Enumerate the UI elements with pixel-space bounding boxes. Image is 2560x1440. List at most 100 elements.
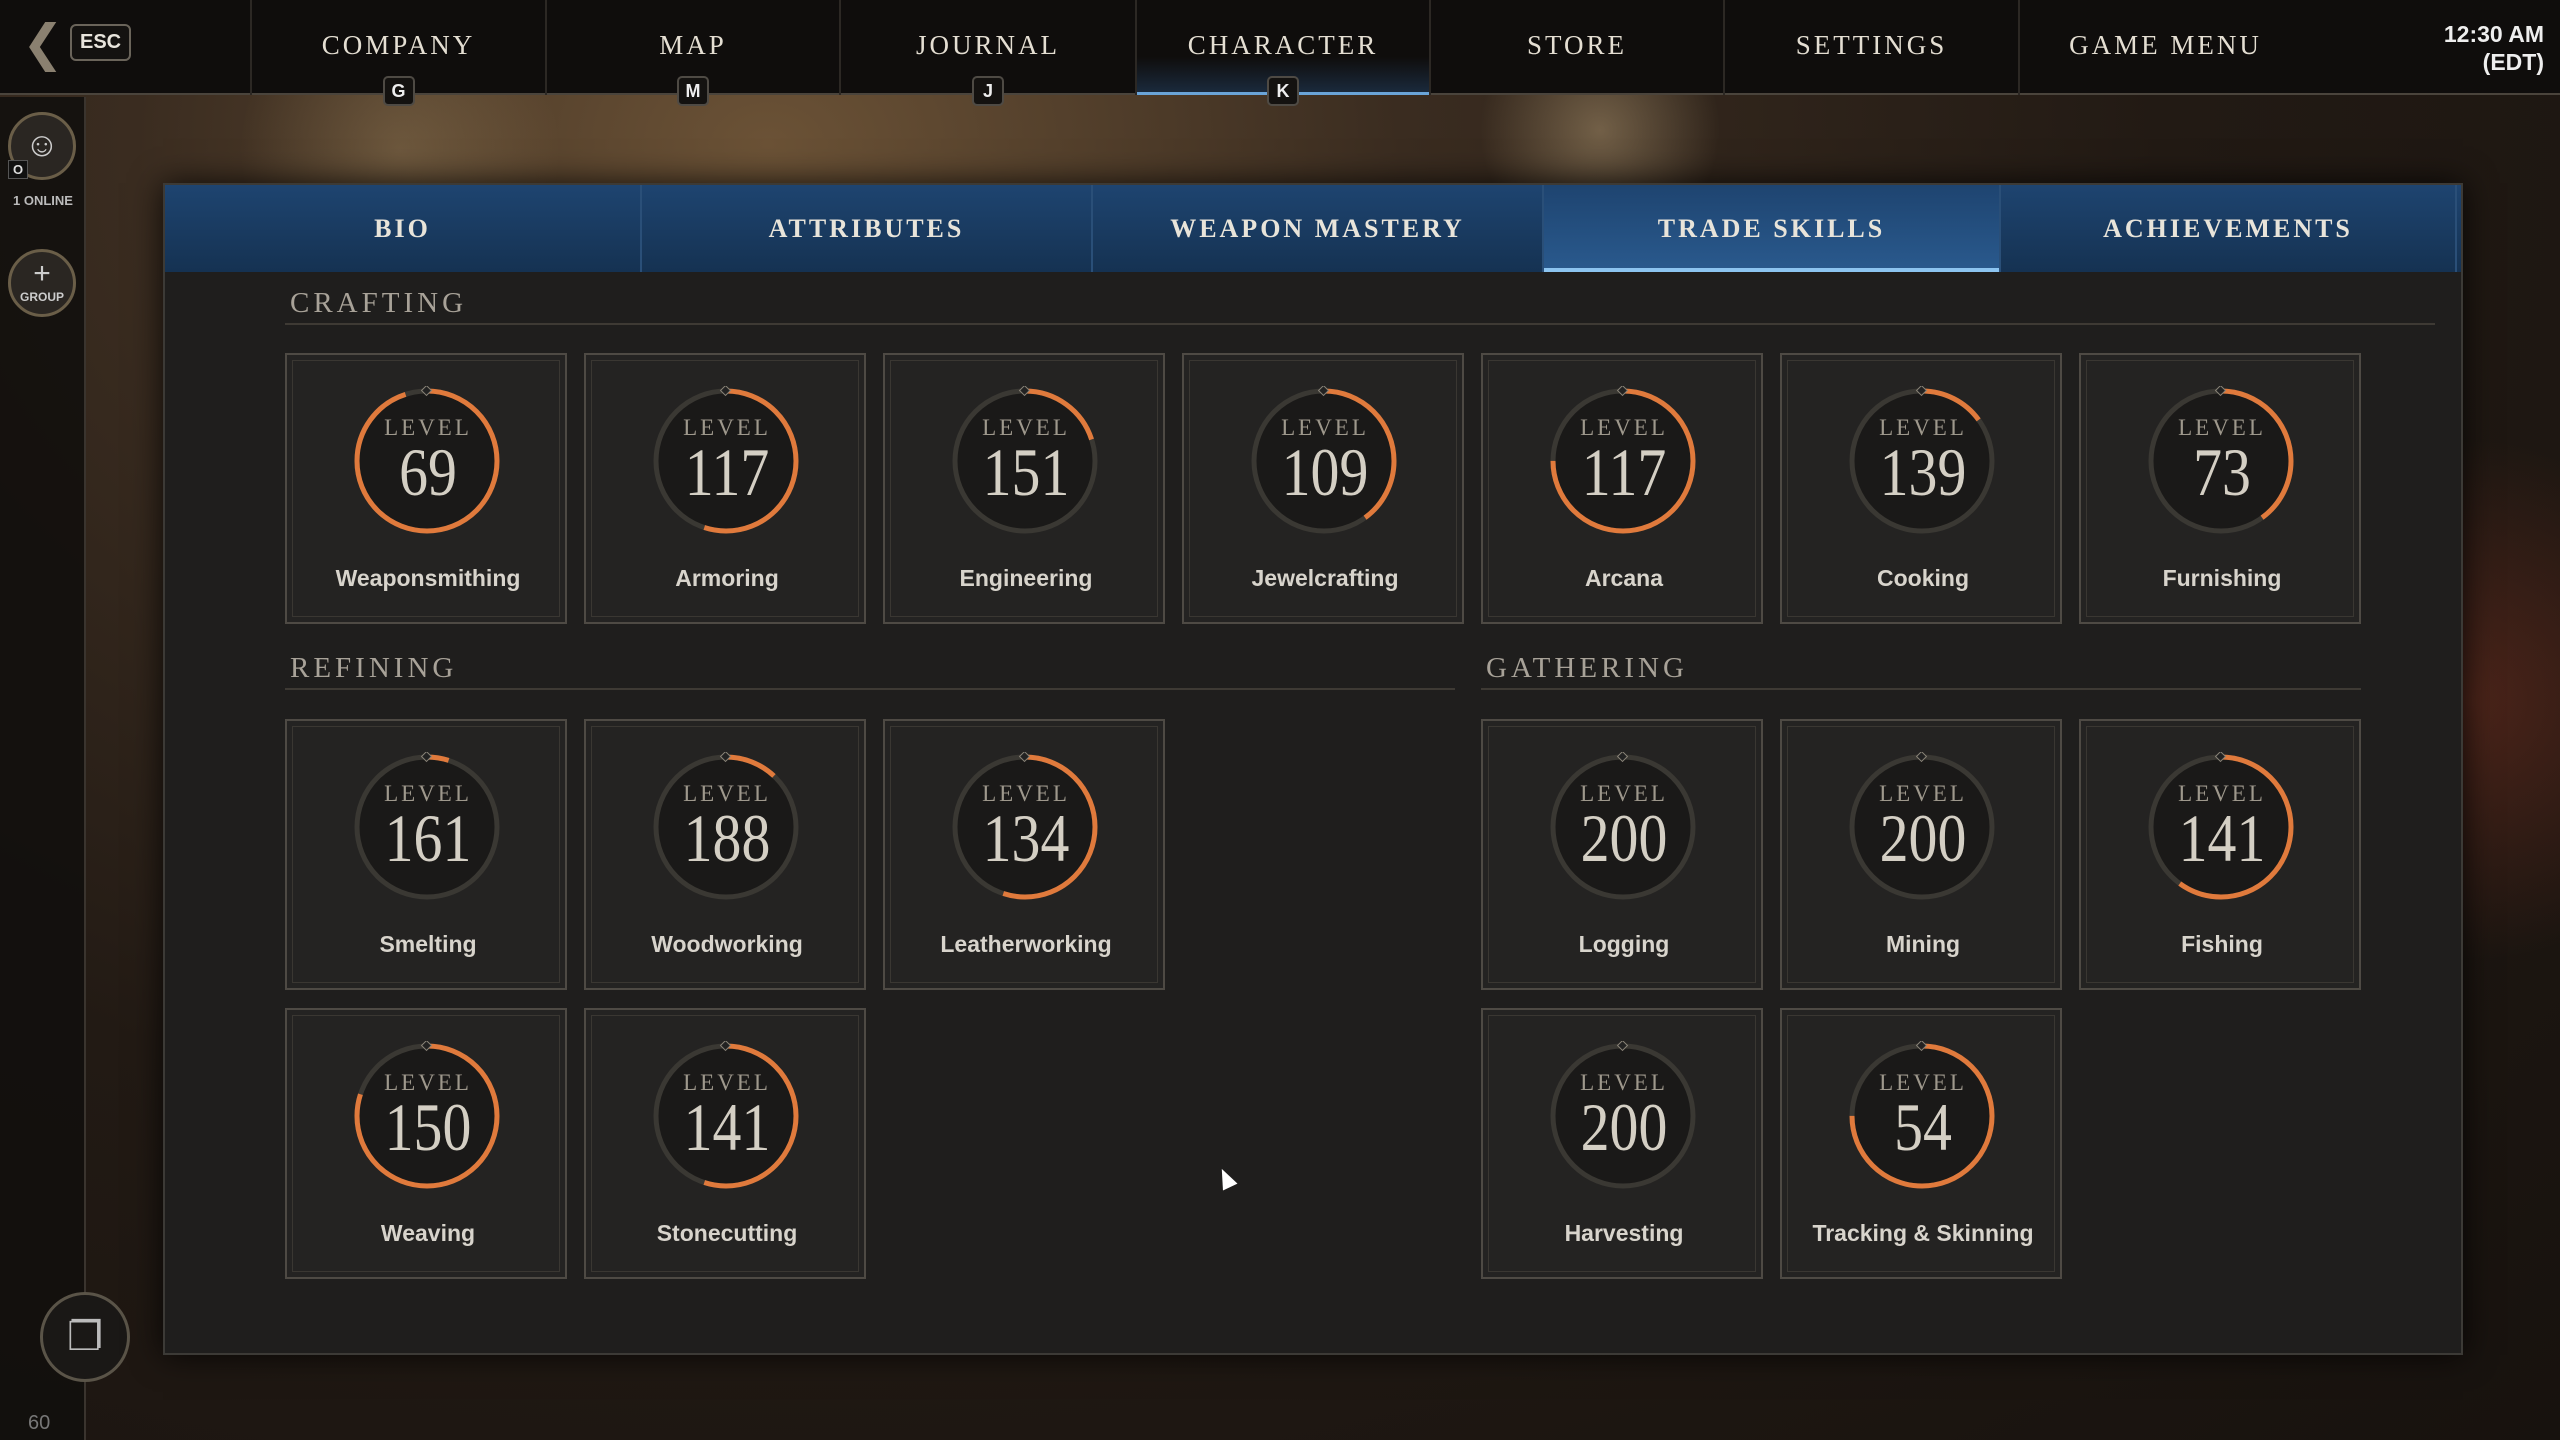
skill-card-weaponsmithing[interactable]: LEVEL 69 Weaponsmithing — [285, 353, 567, 624]
skill-card-furnishing[interactable]: LEVEL 73 Furnishing — [2079, 353, 2361, 624]
people-icon: ☺ — [24, 126, 60, 164]
skill-level: 150 — [384, 1089, 472, 1165]
skill-name: Jewelcrafting — [1251, 565, 1399, 591]
back-arrow-icon[interactable]: ❮ — [22, 15, 64, 71]
skill-card-woodworking[interactable]: LEVEL 188 Woodworking — [584, 719, 866, 990]
nav-company[interactable]: COMPANY G — [250, 0, 545, 106]
level-label: LEVEL — [982, 415, 1070, 440]
clock: 12:30 AM (EDT) — [2444, 20, 2544, 76]
level-label: LEVEL — [1580, 1070, 1668, 1095]
fps-counter: 60 — [28, 1412, 51, 1434]
diamond-marker-icon — [420, 386, 433, 397]
level-label: LEVEL — [683, 1070, 771, 1095]
progress-ring — [653, 752, 799, 900]
skill-card-tracking-skinning[interactable]: LEVEL 54 Tracking & Skinning — [1780, 1008, 2062, 1279]
progress-ring — [653, 386, 799, 534]
skill-level: 151 — [982, 434, 1070, 510]
skill-name: Harvesting — [1564, 1220, 1684, 1246]
skill-level: 117 — [1581, 434, 1667, 510]
skill-name: Fishing — [2181, 931, 2263, 957]
tab-weapon-mastery[interactable]: WEAPON MASTERY — [1093, 185, 1544, 272]
progress-ring — [354, 752, 500, 900]
progress-ring — [1849, 386, 1995, 534]
tab-trade-skills[interactable]: TRADE SKILLS — [1544, 185, 2001, 272]
hotkey-badge: J — [972, 76, 1004, 106]
diamond-marker-icon — [2214, 386, 2227, 397]
skill-name: Furnishing — [2162, 565, 2282, 591]
skill-card-armoring[interactable]: LEVEL 117 Armoring — [584, 353, 866, 624]
progress-ring — [1251, 386, 1397, 534]
skill-card-arcana[interactable]: LEVEL 117 Arcana — [1481, 353, 1763, 624]
esc-button[interactable]: ESC — [70, 24, 132, 61]
tab-bio[interactable]: BIO — [165, 185, 642, 272]
top-nav-bar: ❮ ESC COMPANY G MAP M JOURNAL J CHARACTER K STOR… — [0, 0, 2560, 106]
nav-label: GAME MENU — [2069, 30, 2262, 60]
skill-name: Weaponsmithing — [335, 565, 521, 591]
character-tabs: BIO ATTRIBUTES WEAPON MASTERY TRADE SKILLS A… — [165, 185, 2461, 272]
character-panel: BIO ATTRIBUTES WEAPON MASTERY TRADE SKILLS A… — [163, 183, 2463, 1355]
skill-level: 188 — [683, 800, 771, 876]
nav-journal[interactable]: JOURNAL J — [839, 0, 1135, 106]
nav-character[interactable]: CHARACTER K — [1135, 0, 1429, 106]
progress-ring — [354, 386, 500, 534]
progress-ring — [952, 752, 1098, 900]
level-label: LEVEL — [982, 781, 1070, 806]
chat-icon: ❐ — [67, 1315, 103, 1359]
skill-card-harvesting[interactable]: LEVEL 200 Harvesting — [1481, 1008, 1763, 1279]
diamond-marker-icon — [1616, 1041, 1629, 1052]
skill-card-cooking[interactable]: LEVEL 139 Cooking — [1780, 353, 2062, 624]
diamond-marker-icon — [1018, 386, 1031, 397]
group-button[interactable]: + GROUP — [8, 249, 76, 317]
clock-zone: (EDT) — [2482, 49, 2544, 75]
skill-name: Mining — [1885, 931, 1961, 957]
level-label: LEVEL — [2178, 781, 2266, 806]
online-count: 1 ONLINE — [13, 193, 73, 208]
hotkey-badge: G — [382, 76, 415, 106]
skill-name: Smelting — [379, 931, 477, 957]
skill-level: 54 — [1894, 1089, 1952, 1165]
nav-settings[interactable]: SETTINGS — [1723, 0, 2018, 95]
skill-level: 141 — [683, 1089, 771, 1165]
tab-achievements[interactable]: ACHIEVEMENTS — [2001, 185, 2457, 272]
nav-label: SETTINGS — [1795, 30, 1948, 60]
skill-card-fishing[interactable]: LEVEL 141 Fishing — [2079, 719, 2361, 990]
level-label: LEVEL — [1580, 781, 1668, 806]
diamond-marker-icon — [2214, 752, 2227, 763]
group-label: GROUP — [19, 290, 64, 304]
level-label: LEVEL — [1879, 1070, 1967, 1095]
nav-map[interactable]: MAP M — [545, 0, 839, 106]
skill-card-logging[interactable]: LEVEL 200 Logging — [1481, 719, 1763, 990]
skill-name: Tracking & Skinning — [1812, 1220, 2034, 1246]
skill-card-engineering[interactable]: LEVEL 151 Engineering — [883, 353, 1165, 624]
skill-card-weaving[interactable]: LEVEL 150 Weaving — [285, 1008, 567, 1279]
section-divider — [1481, 688, 2361, 690]
progress-ring — [1550, 1041, 1696, 1189]
nav-label: MAP — [659, 30, 727, 60]
level-label: LEVEL — [683, 415, 771, 440]
skill-card-leatherworking[interactable]: LEVEL 134 Leatherworking — [883, 719, 1165, 990]
hotkey-badge: M — [677, 76, 709, 106]
skill-level: 69 — [399, 434, 457, 510]
diamond-marker-icon — [1616, 386, 1629, 397]
skill-card-jewelcrafting[interactable]: LEVEL 109 Jewelcrafting — [1182, 353, 1464, 624]
skill-card-mining[interactable]: LEVEL 200 Mining — [1780, 719, 2062, 990]
diamond-marker-icon — [420, 1041, 433, 1052]
diamond-marker-icon — [719, 752, 732, 763]
section-title-crafting: CRAFTING — [290, 287, 468, 319]
hotkey-badge: K — [1267, 76, 1299, 106]
level-label: LEVEL — [1879, 415, 1967, 440]
level-label: LEVEL — [384, 415, 472, 440]
level-label: LEVEL — [1879, 781, 1967, 806]
nav-game-menu[interactable]: GAME MENU — [2018, 0, 2311, 95]
skill-name: Armoring — [675, 565, 779, 591]
skill-level: 109 — [1281, 434, 1369, 510]
chat-button[interactable]: ❐ — [40, 1292, 130, 1382]
level-label: LEVEL — [384, 781, 472, 806]
skill-card-smelting[interactable]: LEVEL 161 Smelting — [285, 719, 567, 990]
diamond-marker-icon — [1018, 752, 1031, 763]
tab-attributes[interactable]: ATTRIBUTES — [642, 185, 1093, 272]
clock-time: 12:30 AM — [2443, 21, 2544, 47]
diamond-marker-icon — [420, 752, 433, 763]
nav-store[interactable]: STORE — [1429, 0, 1723, 95]
skill-card-stonecutting[interactable]: LEVEL 141 Stonecutting — [584, 1008, 866, 1279]
